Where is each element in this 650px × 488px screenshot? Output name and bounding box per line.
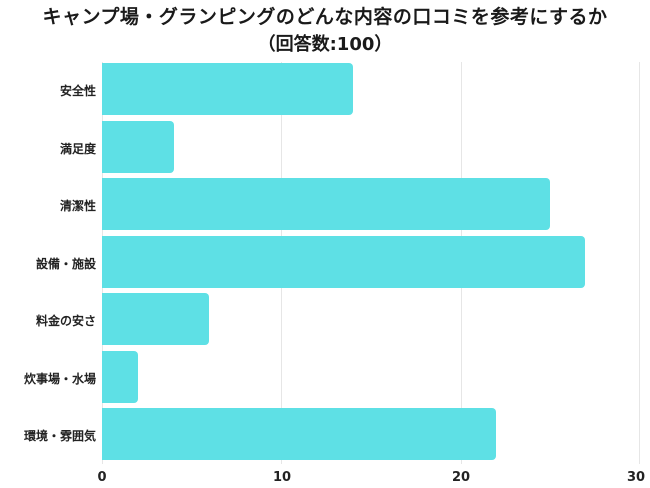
bar bbox=[102, 120, 174, 173]
x-tick-30: 30 bbox=[626, 470, 646, 485]
plot-area bbox=[102, 62, 640, 464]
bar bbox=[102, 293, 210, 345]
bar bbox=[102, 63, 353, 115]
y-category-label: 料金の安さ bbox=[35, 314, 96, 328]
x-tick-20: 20 bbox=[451, 470, 471, 485]
gridline-30 bbox=[639, 62, 640, 464]
x-tick-0: 0 bbox=[97, 470, 107, 485]
y-category-label: 清潔性 bbox=[59, 199, 96, 213]
bar bbox=[102, 178, 550, 230]
bar bbox=[102, 235, 586, 288]
x-tick-10: 10 bbox=[272, 470, 292, 485]
bar bbox=[102, 350, 138, 403]
chart-subtitle: （回答数:100） bbox=[257, 34, 393, 55]
chart-title: キャンプ場・グランピングのどんな内容の口コミを参考にするか bbox=[42, 6, 608, 28]
y-category-label: 環境・雰囲気 bbox=[23, 429, 96, 443]
bar bbox=[102, 408, 496, 460]
y-category-label: 炊事場・水場 bbox=[23, 371, 96, 386]
y-category-label: 安全性 bbox=[59, 84, 96, 98]
y-category-label: 設備・施設 bbox=[35, 256, 96, 271]
y-category-label: 満足度 bbox=[59, 141, 96, 156]
